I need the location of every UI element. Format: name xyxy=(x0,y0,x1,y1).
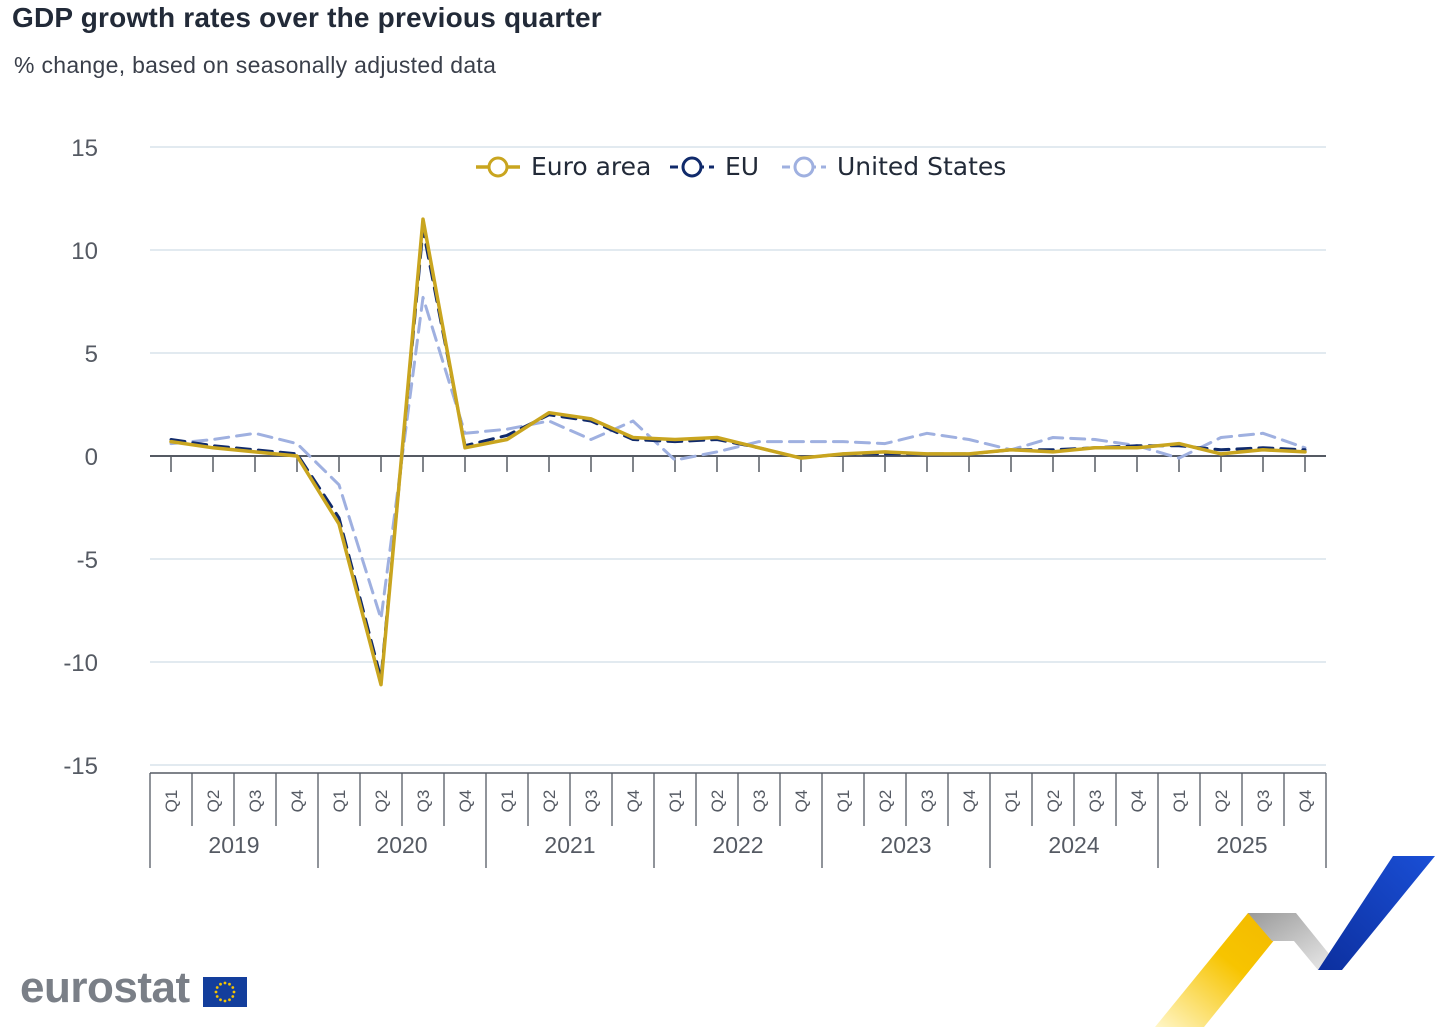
series-lines xyxy=(169,217,1307,687)
x-tick-year-label: 2023 xyxy=(880,832,931,858)
legend-label: United States xyxy=(837,152,1006,181)
flag-star xyxy=(231,995,235,998)
x-tick-year-label: 2024 xyxy=(1048,832,1099,858)
flag-star xyxy=(223,981,227,985)
grid-lines xyxy=(150,146,1326,766)
y-tick-label: 5 xyxy=(85,341,98,368)
x-tick-quarter-label: Q3 xyxy=(582,790,601,813)
flag-star xyxy=(228,998,231,1002)
yellow-arrow-segment xyxy=(1155,913,1296,1027)
x-tick-quarter-label: Q1 xyxy=(498,790,517,813)
x-tick-year-label: 2022 xyxy=(712,832,763,858)
x-tick-quarter-label: Q1 xyxy=(1170,790,1189,813)
x-tick-year-label: 2025 xyxy=(1216,832,1267,858)
x-tick-quarter-label: Q2 xyxy=(540,790,559,813)
series-line-eu xyxy=(169,227,1307,680)
legend-marker-icon xyxy=(681,156,703,178)
x-tick-quarter-label: Q2 xyxy=(1212,790,1231,813)
x-tick-quarter-label: Q3 xyxy=(918,790,937,813)
grey-arrow-segment xyxy=(1248,913,1342,970)
x-tick-quarter-label: Q2 xyxy=(1044,790,1063,813)
x-tick-quarter-label: Q3 xyxy=(750,790,769,813)
series-line-euro-area xyxy=(169,217,1307,687)
flag-star xyxy=(214,990,218,994)
flag-star xyxy=(219,982,222,986)
x-tick-quarter-label: Q4 xyxy=(456,790,475,813)
x-tick-year-label: 2020 xyxy=(376,832,427,858)
series-line-united-states xyxy=(169,295,1307,621)
flag-star xyxy=(215,995,219,998)
x-tick-quarter-label: Q3 xyxy=(414,790,433,813)
legend-item-euro-area[interactable]: Euro area xyxy=(476,152,651,181)
legend[interactable]: Euro area EU United States xyxy=(476,152,1006,181)
flag-star xyxy=(231,986,235,989)
chart-subtitle: % change, based on seasonally adjusted d… xyxy=(14,52,497,78)
flag-star xyxy=(223,999,227,1003)
brand-arrow-graphic xyxy=(1155,856,1435,1027)
y-tick-label: 0 xyxy=(85,444,98,471)
x-tick-quarter-label: Q3 xyxy=(246,790,265,813)
x-tick-quarter-label: Q2 xyxy=(708,790,727,813)
eurostat-logo: eurostat xyxy=(20,963,190,1012)
x-tick-quarter-label: Q1 xyxy=(666,790,685,813)
legend-label: EU xyxy=(725,152,759,181)
flag-star xyxy=(215,986,219,989)
x-tick-quarter-label: Q3 xyxy=(1086,790,1105,813)
x-tick-quarter-label: Q2 xyxy=(876,790,895,813)
x-tick-quarter-label: Q4 xyxy=(792,790,811,813)
x-tick-year-label: 2021 xyxy=(544,832,595,858)
legend-label: Euro area xyxy=(531,152,651,181)
x-tick-quarter-label: Q4 xyxy=(960,790,979,813)
flag-star xyxy=(232,990,236,994)
x-tick-quarter-label: Q4 xyxy=(1128,790,1147,813)
legend-item-united-states[interactable]: United States xyxy=(782,152,1006,181)
x-tick-quarter-label: Q4 xyxy=(288,790,307,813)
y-tick-label: -5 xyxy=(77,547,98,574)
y-tick-label: -15 xyxy=(63,753,98,780)
legend-marker-icon xyxy=(793,156,815,178)
eu-flag-icon xyxy=(203,977,247,1007)
x-tick-quarter-label: Q4 xyxy=(624,790,643,813)
y-tick-label: 10 xyxy=(71,238,98,265)
x-tick-year-label: 2019 xyxy=(208,832,259,858)
chart-title: GDP growth rates over the previous quart… xyxy=(12,2,602,33)
x-tick-quarter-label: Q4 xyxy=(1296,790,1315,813)
blue-arrow-segment xyxy=(1318,856,1435,970)
y-axis-ticks: 15 10 5 0 -5 -10 -15 xyxy=(63,135,98,780)
x-tick-quarter-label: Q2 xyxy=(204,790,223,813)
x-tick-quarter-label: Q2 xyxy=(372,790,391,813)
x-tick-quarter-label: Q1 xyxy=(330,790,349,813)
x-tick-quarter-label: Q1 xyxy=(834,790,853,813)
x-axis: Q1 Q2 Q3 Q4 2019 Q1 Q2 Q3 Q4 2020 Q1 Q2 Q3 Q4 2021 Q1 Q2… xyxy=(149,455,1327,868)
x-tick-quarter-label: Q1 xyxy=(162,790,181,813)
x-tick-quarter-label: Q3 xyxy=(1254,790,1273,813)
flag-star xyxy=(228,982,231,986)
x-tick-quarter-label: Q1 xyxy=(1002,790,1021,813)
flag-star xyxy=(219,998,222,1002)
y-tick-label: 15 xyxy=(71,135,98,162)
legend-item-eu[interactable]: EU xyxy=(670,152,759,181)
legend-marker-icon xyxy=(487,156,509,178)
y-tick-label: -10 xyxy=(63,650,98,677)
